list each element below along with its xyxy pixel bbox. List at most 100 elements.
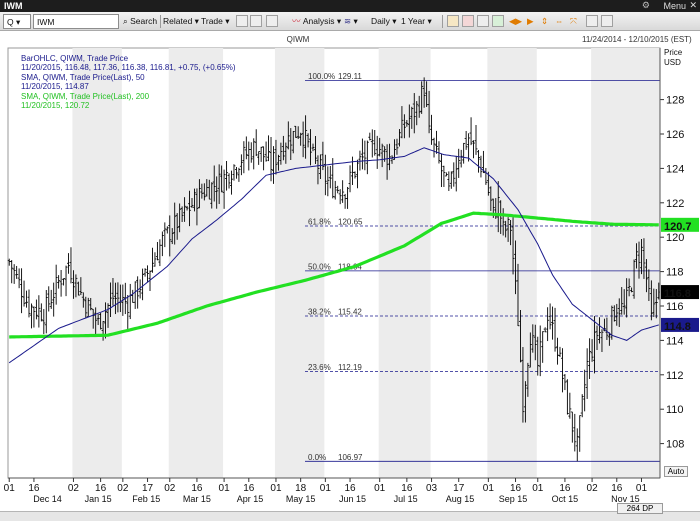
data-points-indicator[interactable]: 264 DP [617, 503, 663, 514]
fib-value-label: 115.42 [338, 307, 362, 316]
search-button[interactable]: ⌕ Search [123, 14, 157, 29]
date-axis: 01 16 02 16 02 17 02 16 01 16 01 18 01 16 01 16 03 17 01 16… [4, 477, 660, 504]
analysis-menu[interactable]: 〰 Analysis ▾ [292, 16, 342, 26]
search-icon: ⌕ [123, 16, 128, 26]
interval-label: Daily [371, 16, 390, 26]
legend-sma200-title: SMA, QIWM, Trade Price(Last), 200 [21, 92, 150, 101]
compare-icon[interactable] [477, 15, 489, 27]
fib-percent-label: 61.8% [308, 218, 331, 227]
month-band [487, 48, 537, 478]
y-tick-label: 118 [666, 267, 684, 279]
sma50-price-tag-bg [661, 317, 699, 332]
back-icon[interactable] [236, 15, 248, 27]
interval-menu[interactable]: Daily ▾ [371, 16, 397, 26]
price-axis-currency: USD [664, 58, 681, 67]
x-tick-label: 16 [611, 483, 623, 494]
month-label: May 15 [286, 494, 316, 504]
bottom-scrollbar[interactable] [0, 511, 700, 521]
y-tick-label: 126 [666, 129, 684, 141]
x-tick-label: 02 [587, 483, 599, 494]
x-tick-label: 01 [219, 483, 231, 494]
y-tick-label: 110 [666, 404, 684, 416]
zoom-icon[interactable]: ⇕ [541, 16, 549, 26]
x-tick-label: 01 [636, 483, 648, 494]
close-icon[interactable]: ✕ [689, 0, 697, 10]
x-tick-label: 01 [320, 483, 332, 494]
y-tick-label: 120 [666, 232, 684, 244]
x-tick-label: 02 [68, 483, 80, 494]
month-band [274, 48, 325, 478]
scroll-right-icon[interactable]: ▶ [527, 16, 534, 26]
chart-date-range: 11/24/2014 - 12/10/2015 (EST) [582, 35, 692, 44]
sma200-price-tag: 120.7 [664, 221, 692, 233]
x-tick-label: 16 [28, 483, 40, 494]
zoom-in-icon[interactable] [586, 15, 598, 27]
month-band [378, 48, 431, 478]
candle-chart-icon[interactable] [462, 15, 474, 27]
last-price-tag: 116.8 [664, 288, 691, 300]
analysis-label: Analysis [302, 16, 335, 26]
auto-scale-button[interactable]: Auto [664, 466, 688, 477]
month-label: Dec 14 [33, 494, 62, 504]
y-gridlines [660, 99, 664, 445]
month-label: Aug 15 [446, 494, 475, 504]
grid-icon[interactable] [601, 15, 613, 27]
related-menu[interactable]: Related ▾ [163, 16, 199, 26]
print-icon[interactable] [266, 15, 278, 27]
line-chart-icon[interactable] [447, 15, 459, 27]
symbol-type-dropdown[interactable]: Q ▾ [3, 14, 31, 29]
zoom-out-icon[interactable]: ⇔ [555, 16, 564, 26]
x-tick-label: 01 [374, 483, 386, 494]
y-tick-label: 114 [666, 335, 684, 347]
studies-menu[interactable]: ≋ ▾ [344, 16, 358, 26]
y-tick-label: 124 [666, 163, 684, 175]
month-label: Mar 15 [183, 494, 211, 504]
y-tick-label: 122 [666, 198, 684, 210]
month-label: Feb 15 [132, 494, 160, 504]
menu-button[interactable]: Menu [663, 1, 686, 11]
scroll-left-icon[interactable]: ◀▶ [509, 16, 523, 26]
fib-percent-label: 0.0% [308, 453, 326, 462]
symbol-input[interactable]: IWM [33, 14, 119, 29]
toolbar: Q ▾ IWM ⌕ Search Related ▾ Trade ▾ 〰 Ana… [0, 12, 700, 31]
x-tick-label: 16 [401, 483, 413, 494]
fib-percent-label: 38.2% [308, 307, 331, 316]
window-titlebar: IWM ⚙ Menu ✕ [0, 0, 700, 12]
month-label: Sep 15 [499, 494, 528, 504]
month-label: Apr 15 [237, 494, 264, 504]
forward-icon[interactable] [250, 15, 262, 27]
x-tick-label: 16 [510, 483, 522, 494]
sma200-line [9, 211, 659, 339]
studies-icon: ≋ [344, 16, 352, 26]
legend-sma200-value: 11/20/2015, 120.72 [21, 101, 90, 110]
fib-percent-label: 100.0% [308, 72, 335, 81]
fib-percent-label: 23.6% [308, 363, 331, 372]
fib-percent-label: 50.0% [308, 262, 331, 271]
fib-value-label: 112.19 [338, 363, 362, 372]
trade-menu[interactable]: Trade ▾ [201, 16, 230, 26]
period-menu[interactable]: 1 Year ▾ [401, 16, 432, 26]
x-tick-label: 17 [453, 483, 465, 494]
sma50-price-tag: 114.8 [664, 321, 691, 333]
fib-value-label: 106.97 [338, 453, 363, 462]
crosshair-icon[interactable] [492, 15, 504, 27]
month-band [72, 48, 122, 478]
x-tick-label: 16 [243, 483, 255, 494]
settings-icon[interactable]: ⚙ [641, 0, 650, 10]
x-tick-label: 03 [426, 483, 438, 494]
month-band [168, 48, 224, 478]
expand-icon[interactable]: ⤧ [570, 16, 577, 26]
chart-symbol: QIWM [287, 35, 310, 44]
legend-bar-values: 11/20/2015, 116.48, 117.36, 116.38, 116.… [21, 63, 236, 72]
sma200-price-tag-bg [661, 217, 699, 232]
x-tick-label: 17 [142, 483, 154, 494]
y-tick-label: 128 [666, 95, 684, 107]
symbol-type-label: Q [7, 17, 14, 27]
price-axis-title: Price [664, 48, 683, 57]
x-tick-label: 16 [95, 483, 107, 494]
last-price-tag-bg [661, 285, 699, 300]
trade-label: Trade [201, 16, 223, 26]
x-tick-label: 01 [532, 483, 544, 494]
y-tick-label: 112 [666, 370, 684, 382]
